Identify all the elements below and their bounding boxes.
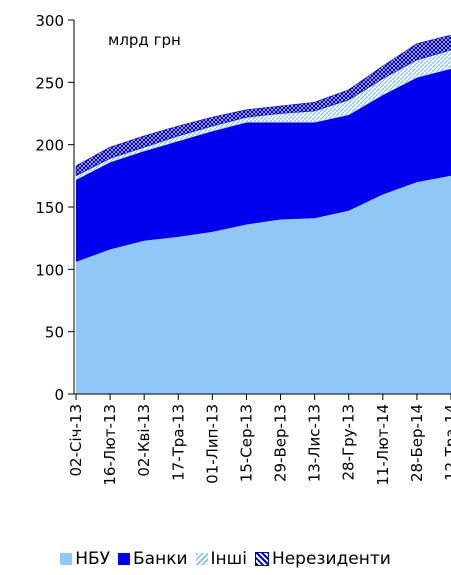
x-tick-label: 16-Лют-13 — [101, 404, 119, 486]
legend-label: Нерезиденти — [271, 549, 391, 569]
x-tick-label: 28-Гру-13 — [340, 404, 358, 481]
y-tick-label: 250 — [35, 74, 64, 92]
plot-areas — [75, 34, 451, 394]
series-area-4 — [75, 34, 451, 177]
y-tick-label: 0 — [54, 386, 64, 404]
unit-label: млрд грн — [108, 31, 181, 49]
y-tick-label: 100 — [35, 261, 64, 279]
legend-label: НБУ — [75, 549, 110, 569]
x-tick-label: 11-Лют-14 — [374, 404, 392, 486]
x-tick-label: 12-Тра-14 — [442, 404, 451, 481]
x-tick-label: 15-Сер-13 — [237, 404, 255, 482]
x-tick-label: 29-Вер-13 — [272, 404, 290, 482]
axes: 0 50 100 150 200 250 300 02-Січ-13 16-Лют-13 02-К… — [35, 12, 451, 486]
y-tick-label: 200 — [35, 137, 64, 155]
legend-label: Банки — [133, 549, 188, 569]
legend-swatch — [118, 553, 130, 565]
legend-item: Інші — [195, 549, 247, 569]
x-tick-label: 28-Бер-14 — [408, 404, 426, 482]
legend-swatch — [254, 552, 269, 566]
x-tick-label: 01-Лип-13 — [203, 404, 221, 484]
series-area-1 — [76, 175, 451, 394]
x-tick-label: 13-Лис-13 — [306, 404, 324, 482]
legend-swatch — [60, 553, 73, 565]
legend-swatch — [195, 553, 208, 565]
series-area-2 — [76, 68, 451, 262]
legend-item: НБУ — [60, 549, 110, 569]
chart: 0 50 100 150 200 250 300 02-Січ-13 16-Лют-13 02-К… — [35, 12, 451, 486]
x-tick-label: 17-Тра-13 — [169, 404, 187, 481]
x-tick-label: 02-Січ-13 — [67, 404, 85, 477]
y-tick-label: 150 — [35, 199, 64, 217]
y-tick-label: 50 — [45, 324, 64, 342]
x-tick-label: 02-Кві-13 — [135, 404, 153, 477]
legend: НБУ Банки Інші Нерезиденти — [0, 549, 451, 569]
legend-item: Нерезиденти — [254, 549, 391, 569]
y-tick-label: 300 — [35, 12, 64, 30]
legend-label: Інші — [210, 549, 247, 569]
legend-item: Банки — [118, 549, 188, 569]
